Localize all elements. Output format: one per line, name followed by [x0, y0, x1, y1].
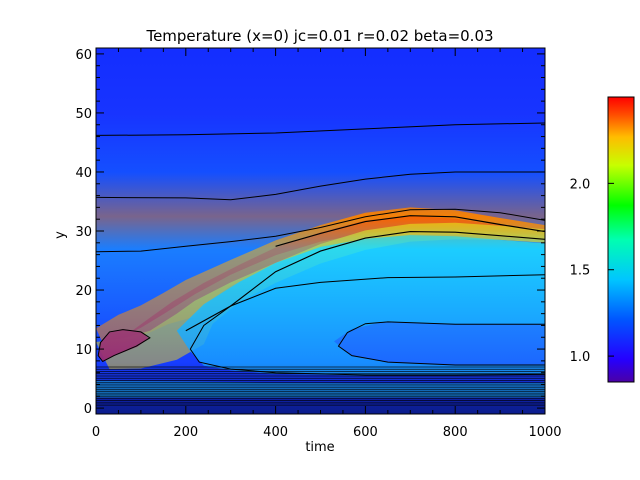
colorbar-ticks: 1.0 1.5 2.0 [570, 177, 614, 365]
colorbar-tick-label-1.5: 1.5 [570, 264, 591, 279]
y-tick-label-0: 0 [84, 402, 92, 417]
contour-line-6 [189, 274, 545, 376]
contour-line-7 [337, 321, 545, 366]
contour-line-3 [96, 208, 545, 253]
plot-area [96, 48, 545, 414]
y-tick-label-30: 30 [75, 225, 92, 240]
y-tick-label-60: 60 [75, 48, 92, 63]
y-tick-label-20: 20 [75, 284, 92, 299]
y-tick-label-40: 40 [75, 166, 92, 181]
bottom-shade [96, 48, 545, 414]
contour-line-2 [96, 171, 545, 201]
chart-title: Temperature (x=0) jc=0.01 r=0.02 beta=0.… [145, 27, 493, 45]
contour-line-4 [275, 215, 545, 247]
colorbar-tick-label-2: 2.0 [570, 177, 591, 192]
contour-line-8 [97, 329, 151, 363]
x-tick-label-200: 200 [173, 425, 198, 440]
y-tick-label-50: 50 [75, 107, 92, 122]
y-tick-label-10: 10 [75, 343, 92, 358]
x-axis-ticks: 0 200 400 600 800 1000 [92, 48, 562, 440]
y-axis-label: y [53, 231, 68, 239]
x-tick-label-0: 0 [92, 425, 100, 440]
contour-group [96, 122, 545, 406]
x-axis-label: time [305, 440, 334, 455]
contour-line-5 [185, 231, 545, 332]
x-tick-label-600: 600 [353, 425, 378, 440]
colorbar [607, 96, 635, 383]
contour-line-1 [96, 122, 545, 136]
y-axis-ticks: 0 10 20 30 40 50 60 [75, 48, 545, 417]
x-tick-label-1000: 1000 [528, 425, 561, 440]
x-tick-label-800: 800 [443, 425, 468, 440]
colorbar-tick-label-1: 1.0 [570, 350, 591, 365]
x-tick-label-400: 400 [263, 425, 288, 440]
